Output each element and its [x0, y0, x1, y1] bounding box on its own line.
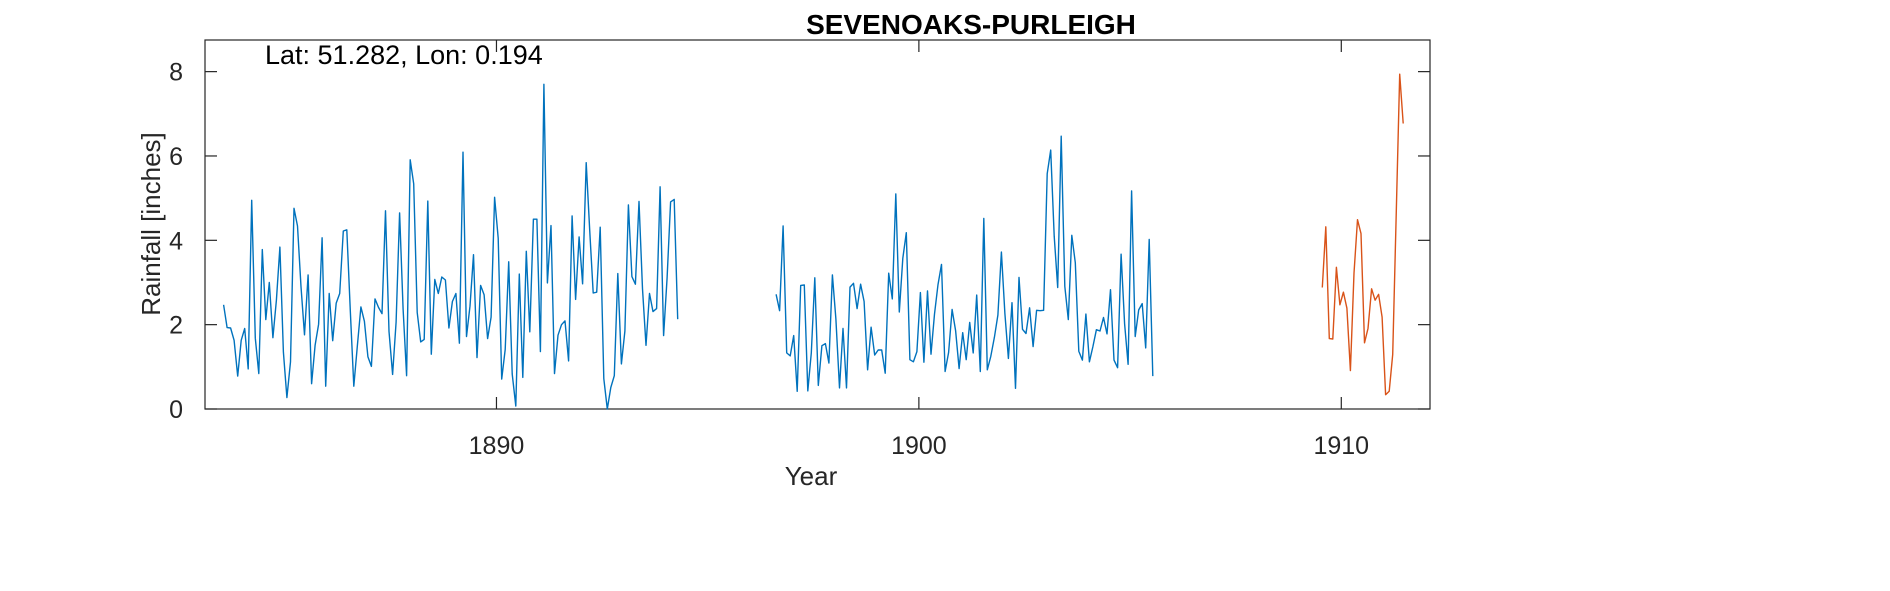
x-axis-label: Year: [785, 461, 838, 491]
y-tick-label: 4: [169, 227, 183, 255]
location-annotation: Lat: 51.282, Lon: 0.194: [265, 40, 543, 70]
y-axis-label: Rainfall [inches]: [136, 132, 166, 316]
y-tick-label: 6: [169, 143, 183, 171]
x-tick-label: 1910: [1313, 432, 1369, 460]
plot-area: 1890 1900 1910 0 2 4 6 8: [169, 39, 1431, 460]
y-tick-label: 8: [169, 59, 183, 87]
x-tick-label: 1900: [891, 432, 947, 460]
y-tick-label: 0: [169, 396, 183, 424]
axes-box: [204, 39, 1431, 410]
y-tick-label: 2: [169, 312, 183, 340]
series-line-1: [222, 83, 679, 410]
chart-title: SEVENOAKS-PURLEIGH: [806, 9, 1136, 40]
x-tick-label: 1890: [469, 432, 525, 460]
series-line-3: [1321, 73, 1404, 396]
series-line-2: [775, 135, 1154, 392]
